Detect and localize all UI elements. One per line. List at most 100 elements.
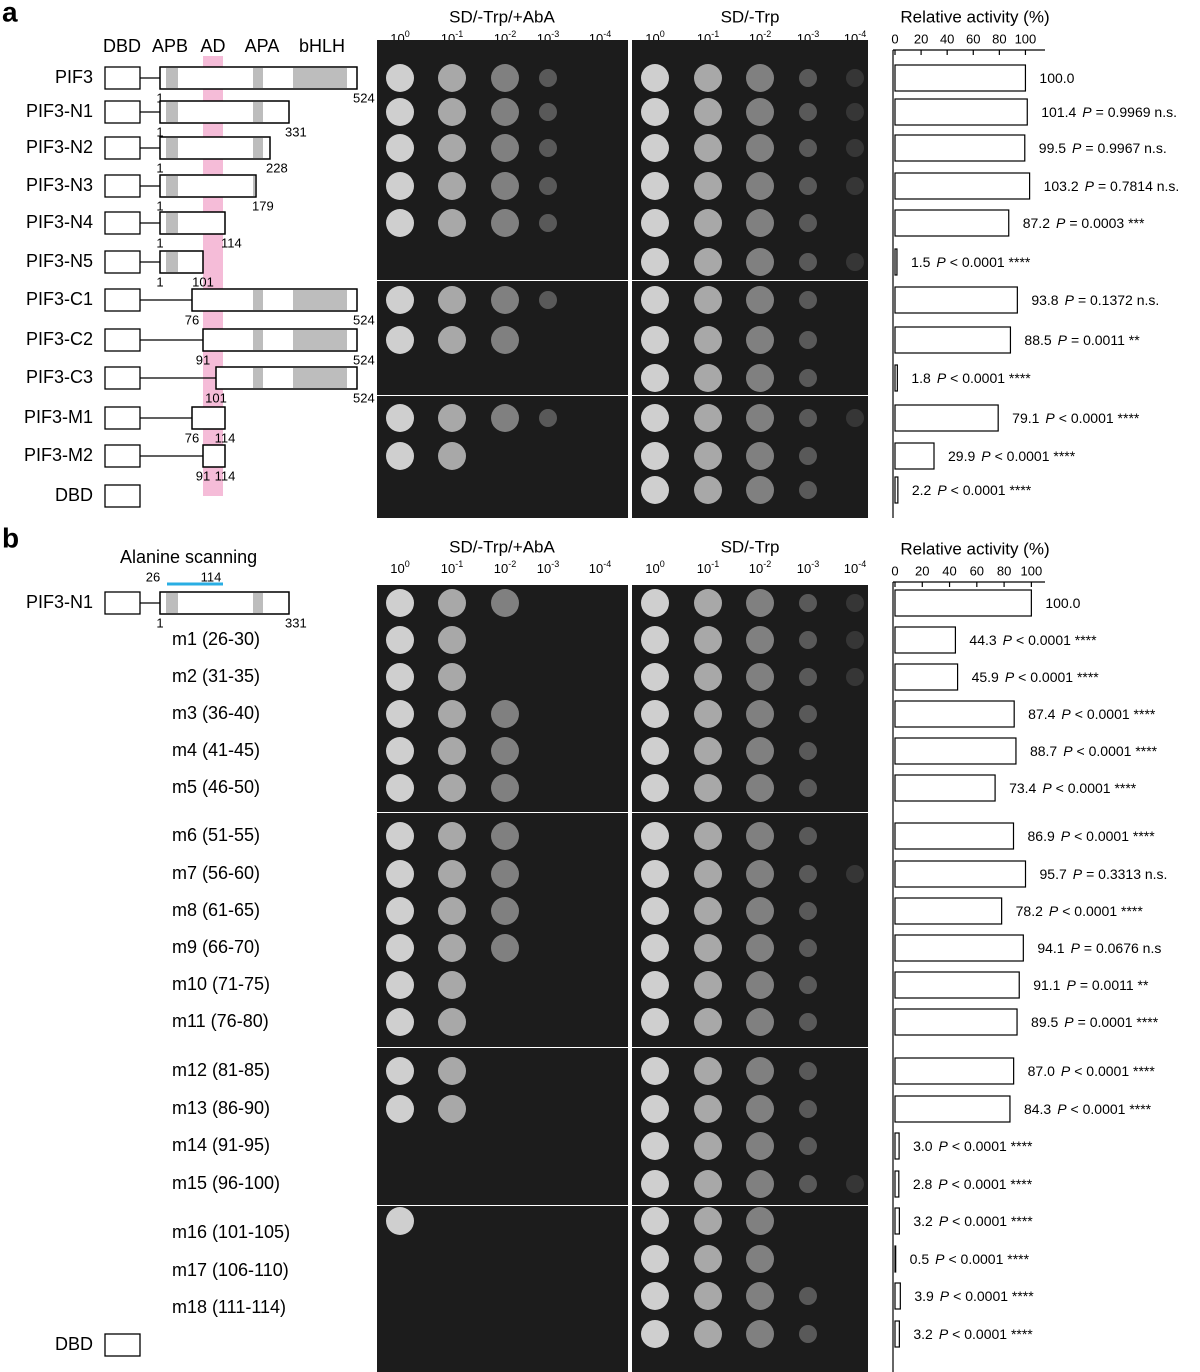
yeast-spot [438, 1008, 466, 1036]
value-label: 1.8 [911, 370, 931, 386]
yeast-spot [746, 1057, 774, 1085]
yeast-spot [746, 476, 774, 504]
panel-label: b [2, 522, 19, 553]
yeast-spot [746, 1170, 774, 1198]
yeast-spot [694, 589, 722, 617]
plate [632, 813, 868, 1047]
yeast-spot [694, 626, 722, 654]
yeast-spot [799, 631, 817, 649]
domain-region [293, 68, 347, 88]
end-label: 114 [215, 430, 236, 445]
end-label: 524 [353, 390, 375, 405]
value-label: 88.5 [1024, 332, 1051, 348]
yeast-spot [846, 69, 864, 87]
dilution-exp: -4 [603, 29, 611, 39]
domain-region [166, 176, 178, 196]
construct-box [159, 100, 290, 124]
mutant-name: m3 (36-40) [172, 703, 260, 723]
yeast-spot [438, 860, 466, 888]
p-value: = 0.0011 ** [1080, 977, 1149, 993]
bar-label: 95.7 P = 0.3313 n.s. [1040, 866, 1168, 882]
mutant-name: m14 (91-95) [172, 1135, 270, 1155]
construct-outline [159, 211, 226, 235]
bar-label: 3.0 P < 0.0001 **** [913, 1138, 1033, 1154]
yeast-spot [846, 631, 864, 649]
bar-label: 93.8 P = 0.1372 n.s. [1031, 292, 1159, 308]
yeast-spot [746, 1132, 774, 1160]
bar [894, 1008, 1018, 1036]
p-value: = 0.0011 ** [1071, 332, 1140, 348]
dbd-box [104, 100, 141, 124]
value-label: 45.9 [972, 669, 999, 685]
yeast-spot [846, 177, 864, 195]
x-tick-label: 60 [966, 31, 980, 46]
bar-label: 101.4 P = 0.9969 n.s. [1041, 104, 1177, 120]
bar-label: 2.2 P < 0.0001 **** [912, 482, 1032, 498]
yeast-spot [491, 172, 519, 200]
scan-end: 114 [201, 569, 222, 584]
construct-name: PIF3-N1 [26, 101, 93, 121]
panel-label: a [2, 0, 18, 27]
dilution-exp: -4 [858, 559, 866, 569]
domain-region [253, 368, 263, 388]
p-value: < 0.0001 **** [952, 1213, 1033, 1229]
yeast-spot [386, 589, 414, 617]
yeast-spot [746, 326, 774, 354]
domain-region [253, 330, 263, 350]
bar [894, 897, 1003, 925]
end-label: 114 [215, 468, 236, 483]
value-label: 0.5 [910, 1251, 930, 1267]
bar [894, 971, 1020, 999]
bar [894, 1132, 900, 1160]
bar [894, 1057, 1015, 1085]
yeast-spot [438, 822, 466, 850]
p-value: = 0.1372 n.s. [1078, 292, 1159, 308]
bar [894, 860, 1027, 888]
mutant-name: m1 (26-30) [172, 629, 260, 649]
yeast-spot [799, 139, 817, 157]
yeast-spot [641, 626, 669, 654]
bar-label: 79.1 P < 0.0001 **** [1012, 410, 1140, 426]
construct-name: PIF3-C2 [26, 329, 93, 349]
dilution-exp: -3 [551, 559, 559, 569]
chart-title: Relative activity (%) [900, 539, 1049, 558]
yeast-spot [846, 594, 864, 612]
bar [894, 1095, 1011, 1123]
bar-label: 44.3 P < 0.0001 **** [969, 632, 1097, 648]
dilution-exp: -3 [551, 29, 559, 39]
domain-region [253, 176, 256, 196]
yeast-spot [746, 248, 774, 276]
yeast-spot [641, 897, 669, 925]
yeast-spot [641, 737, 669, 765]
mutant-name: m5 (46-50) [172, 777, 260, 797]
construct-name: PIF3-C3 [26, 367, 93, 387]
dilution-exp: -3 [811, 29, 819, 39]
dbd-box [104, 484, 141, 508]
mutant-name: m6 (51-55) [172, 825, 260, 845]
bar [894, 476, 899, 504]
yeast-spot [746, 64, 774, 92]
dbd-box [104, 1333, 141, 1357]
p-value: < 0.0001 **** [950, 370, 1031, 386]
p-symbol: P [938, 1176, 948, 1192]
yeast-spot [746, 442, 774, 470]
start-label: 1 [156, 198, 163, 213]
dilution-exp: -4 [603, 559, 611, 569]
yeast-spot [694, 209, 722, 237]
p-value: = 0.0003 *** [1069, 215, 1145, 231]
yeast-spot [438, 64, 466, 92]
yeast-spot [746, 663, 774, 691]
start-label: 1 [156, 274, 163, 289]
value-label: 87.0 [1028, 1063, 1055, 1079]
p-value: < 0.0001 **** [952, 1326, 1033, 1342]
start-label: 91 [196, 468, 210, 483]
yeast-spot [438, 897, 466, 925]
p-value: = 0.0676 n.s [1084, 940, 1161, 956]
yeast-spot [746, 589, 774, 617]
domain-region [166, 213, 178, 233]
bar-label: 1.8 P < 0.0001 **** [911, 370, 1031, 386]
yeast-spot [641, 589, 669, 617]
scan-start: 26 [146, 569, 160, 584]
dbd-box [104, 66, 141, 90]
p-symbol: P [1042, 780, 1052, 796]
